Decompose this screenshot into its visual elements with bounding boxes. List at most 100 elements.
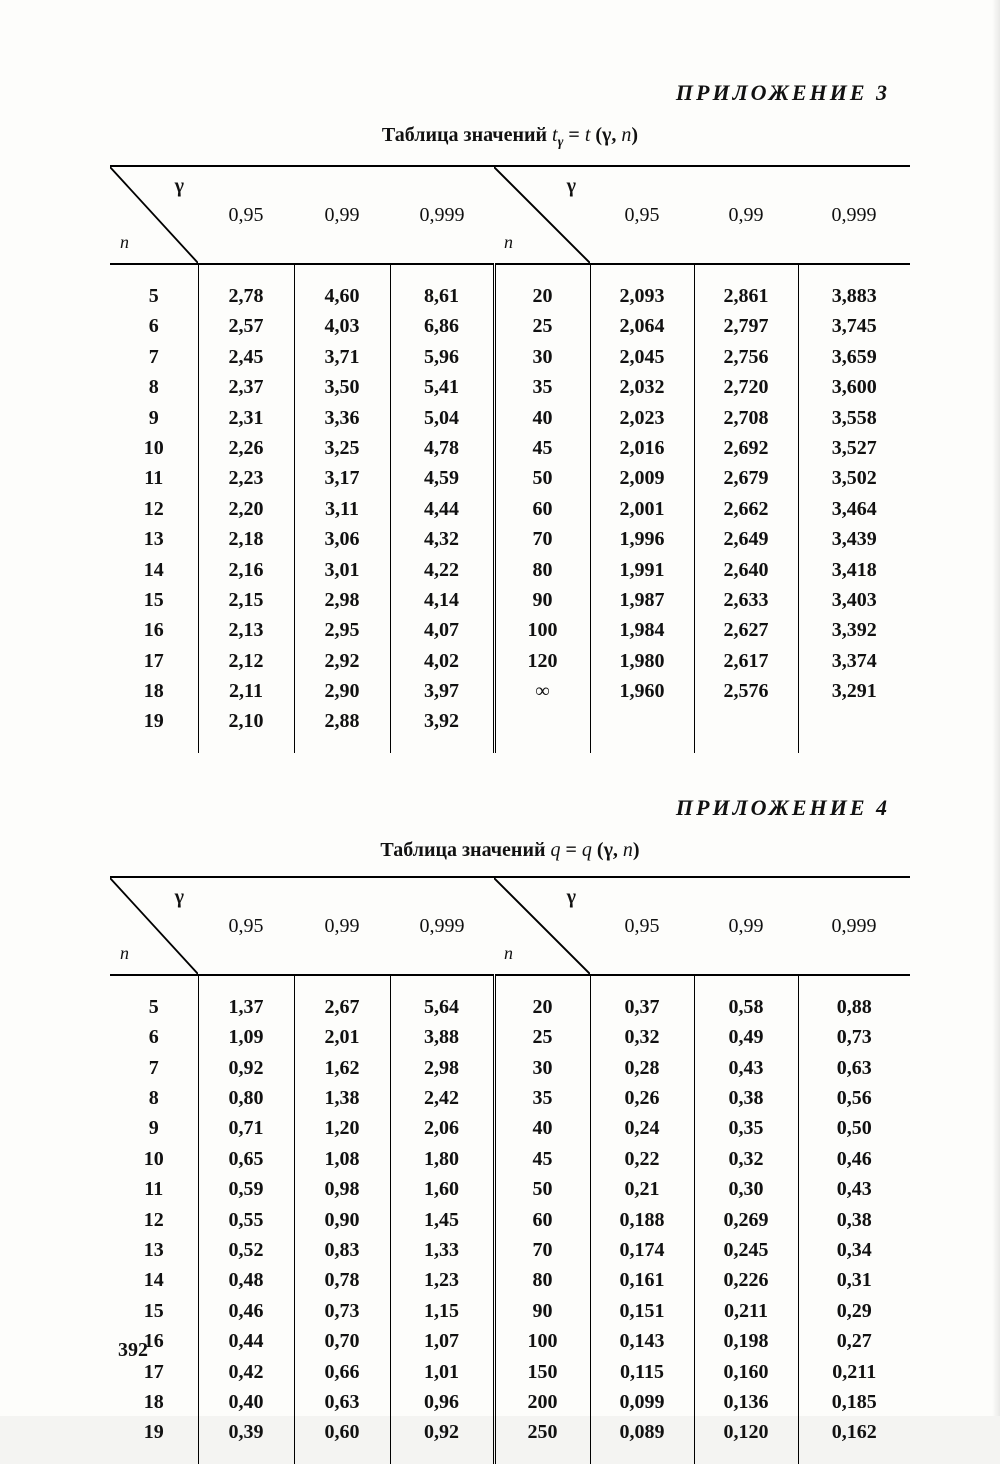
hdr-val: 0,95: [625, 915, 660, 937]
cell: 0,211: [694, 1296, 798, 1326]
hdr-3-l1: 0,99: [294, 166, 390, 264]
cell: 0,211: [798, 1357, 910, 1387]
cell: 0,83: [294, 1235, 390, 1265]
cell: 1,15: [390, 1296, 494, 1326]
table-row: 80,801,382,42350,260,380,56: [110, 1083, 910, 1113]
cell: 1,45: [390, 1205, 494, 1235]
cell: 7: [110, 342, 198, 372]
cell: 19: [110, 1417, 198, 1463]
cell: 9: [110, 403, 198, 433]
cell: 2,06: [390, 1113, 494, 1143]
cell: 1,09: [198, 1022, 294, 1052]
diag-header-right-3: γ n: [494, 166, 590, 264]
table-row: 180,400,630,962000,0990,1360,185: [110, 1387, 910, 1417]
cell: 10: [110, 1144, 198, 1174]
cell: 50: [494, 1174, 590, 1204]
cell: 0,71: [198, 1113, 294, 1143]
cell: 35: [494, 372, 590, 402]
cell: 0,49: [694, 1022, 798, 1052]
cell: 3,17: [294, 463, 390, 493]
cell: 1,60: [390, 1174, 494, 1204]
cell: 60: [494, 494, 590, 524]
cell: 5,04: [390, 403, 494, 433]
cell: 20: [494, 264, 590, 311]
n-label: n: [120, 231, 129, 255]
cell: 0,63: [294, 1387, 390, 1417]
cell: 70: [494, 1235, 590, 1265]
cell: 2,001: [590, 494, 694, 524]
cell: 0,188: [590, 1205, 694, 1235]
cell: 0,29: [798, 1296, 910, 1326]
cell: 0,80: [198, 1083, 294, 1113]
cell: 2,756: [694, 342, 798, 372]
table-row: 150,460,731,15900,1510,2110,29: [110, 1296, 910, 1326]
hdr-3-r1: 0,99: [694, 166, 798, 264]
cell: 2,42: [390, 1083, 494, 1113]
table-row: 102,263,254,78452,0162,6923,527: [110, 433, 910, 463]
cell: 0,269: [694, 1205, 798, 1235]
cell: 2,01: [294, 1022, 390, 1052]
cell: 0,099: [590, 1387, 694, 1417]
table-row: 162,132,954,071001,9842,6273,392: [110, 615, 910, 645]
n-label: n: [120, 942, 129, 966]
cell: 90: [494, 585, 590, 615]
appendix4-caption: Таблица значений q = q (γ, n): [110, 839, 910, 862]
cell: 19: [110, 706, 198, 752]
cell: 0,115: [590, 1357, 694, 1387]
cell: 3,883: [798, 264, 910, 311]
table-row: 120,550,901,45600,1880,2690,38: [110, 1205, 910, 1235]
cell: 11: [110, 1174, 198, 1204]
cell: 0,226: [694, 1265, 798, 1295]
appendix4-heading: ПРИЛОЖЕНИЕ 4: [110, 795, 890, 821]
table-row: 152,152,984,14901,9872,6333,403: [110, 585, 910, 615]
cell: 0,96: [390, 1387, 494, 1417]
cell: 2,12: [198, 646, 294, 676]
cell: 2,708: [694, 403, 798, 433]
cell: 3,11: [294, 494, 390, 524]
cell: 1,20: [294, 1113, 390, 1143]
cell: 0,58: [694, 975, 798, 1022]
cell: 0,143: [590, 1326, 694, 1356]
cell: 0,52: [198, 1235, 294, 1265]
cell: 0,56: [798, 1083, 910, 1113]
cell: 5,41: [390, 372, 494, 402]
hdr-val: 0,99: [729, 204, 764, 226]
cell: 2,720: [694, 372, 798, 402]
cell: 4,02: [390, 646, 494, 676]
cell: 3,502: [798, 463, 910, 493]
table-row: 61,092,013,88250,320,490,73: [110, 1022, 910, 1052]
cell: 16: [110, 615, 198, 645]
cell: 14: [110, 1265, 198, 1295]
cell: 5: [110, 264, 198, 311]
cell: 0,198: [694, 1326, 798, 1356]
cell: 0,40: [198, 1387, 294, 1417]
cell: 0,24: [590, 1113, 694, 1143]
cell: 3,527: [798, 433, 910, 463]
hdr-4-r1: 0,99: [694, 877, 798, 975]
hdr-val: 0,999: [832, 915, 877, 937]
cell: 0,30: [694, 1174, 798, 1204]
cell: 2,90: [294, 676, 390, 706]
cell: 13: [110, 524, 198, 554]
table-row: 51,372,675,64200,370,580,88: [110, 975, 910, 1022]
hdr-4-r2: 0,999: [798, 877, 910, 975]
cell: 0,90: [294, 1205, 390, 1235]
cell: 0,46: [798, 1144, 910, 1174]
cell: 14: [110, 555, 198, 585]
cell: 1,62: [294, 1053, 390, 1083]
table-row: 182,112,903,97∞1,9602,5763,291: [110, 676, 910, 706]
cell: 1,38: [294, 1083, 390, 1113]
hdr-4-l1: 0,99: [294, 877, 390, 975]
cell: 18: [110, 676, 198, 706]
appendix3-heading: ПРИЛОЖЕНИЕ 3: [110, 80, 890, 106]
cell: 3,659: [798, 342, 910, 372]
tbody-3: 52,784,608,61202,0932,8613,88362,574,036…: [110, 264, 910, 753]
cell: 0,27: [798, 1326, 910, 1356]
cell: 0,22: [590, 1144, 694, 1174]
gamma-label: γ: [175, 884, 184, 910]
hdr-val: 0,99: [325, 204, 360, 226]
cell: 2,692: [694, 433, 798, 463]
table-row: 72,453,715,96302,0452,7563,659: [110, 342, 910, 372]
cell: 150: [494, 1357, 590, 1387]
cell: 2,627: [694, 615, 798, 645]
